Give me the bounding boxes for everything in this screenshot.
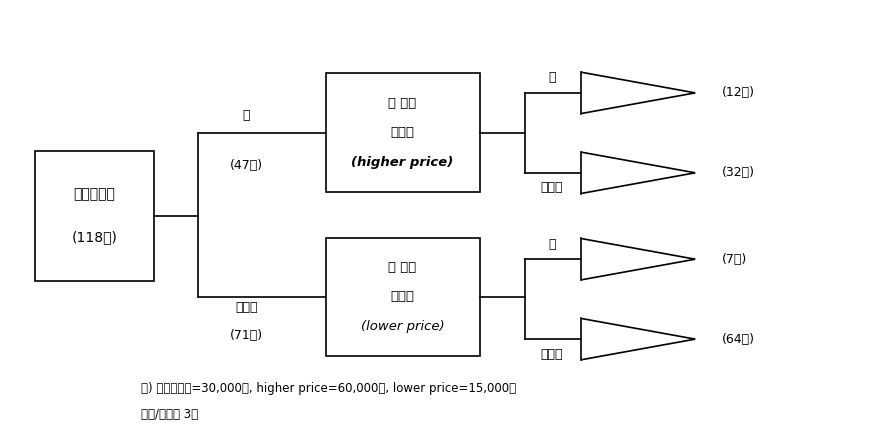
Bar (326, 73, 480, 192)
Bar (326, 238, 480, 356)
Text: 예: 예 (548, 238, 555, 251)
Text: (71명): (71명) (230, 329, 263, 342)
Text: (lower price): (lower price) (361, 320, 444, 333)
Text: (64명): (64명) (722, 333, 755, 346)
Text: 예: 예 (548, 71, 555, 84)
Text: 아니요: 아니요 (540, 181, 563, 194)
Text: 앤기제시액: 앤기제시액 (74, 187, 115, 201)
Text: 예: 예 (243, 109, 250, 122)
Text: (47명): (47명) (230, 159, 263, 172)
Text: 모름/무응답 3명: 모름/무응답 3명 (141, 408, 198, 421)
Text: (higher price): (higher price) (351, 156, 454, 169)
Text: (7명): (7명) (722, 253, 747, 266)
Text: 두 번째: 두 번째 (388, 261, 417, 274)
Text: 아니요: 아니요 (540, 348, 563, 361)
Text: (12명): (12명) (722, 86, 755, 99)
Text: (32명): (32명) (722, 166, 755, 179)
Bar (35, 151, 154, 281)
Text: 아니요: 아니요 (235, 301, 258, 314)
Text: (118명): (118명) (71, 231, 118, 245)
Text: 주) 초기제시액=30,000원, higher price=60,000원, lower price=15,000원: 주) 초기제시액=30,000원, higher price=60,000원, … (141, 382, 516, 395)
Text: 두 번째: 두 번째 (388, 97, 417, 110)
Text: 제시액: 제시액 (391, 290, 414, 304)
Text: 제시액: 제시액 (391, 126, 414, 140)
